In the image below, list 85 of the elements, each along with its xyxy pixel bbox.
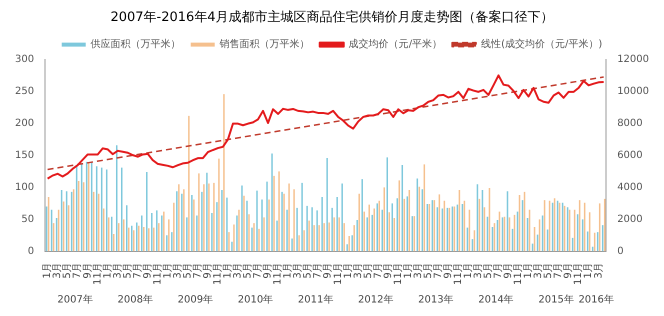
x-tick-label: 5月 [362,262,374,279]
y-tick-label: 150 [14,150,34,162]
x-tick-label: 5月 [302,262,314,279]
y-tick-label: 250 [14,86,34,98]
text: 2013年 [418,294,454,306]
text: 2007年 [57,294,93,306]
x-tick-label: 3月 [473,262,484,279]
chart-title: 2007年-2016年4月成都市主城区商品住宅供销价月度走势图（备案口径下） [110,9,554,26]
text: 2010年 [238,294,274,306]
x-tick-label: 5月 [62,262,74,279]
x-tick-label: 11月 [513,262,524,286]
x-tick-label: 3月 [52,262,64,279]
x-tick-label: 11月 [452,262,464,286]
x-tick-label: 5月 [543,262,554,279]
x-tick-label: 9月 [202,262,214,279]
x-tick-label: 5月 [242,262,254,279]
x-tick-label: 9月 [442,262,454,279]
y-tick-label: 0 [28,246,34,257]
y-tick-label: 50 [21,214,34,225]
x-tick-label: 1月 [222,262,234,279]
legend-label: 线性(成交均价（元/平米）) [481,38,602,50]
y2-tick-label: 8000 [617,118,643,130]
x-tick-label: 1月 [342,262,354,279]
x-tick-label: 7月 [312,262,324,279]
x-tick-label: 1月 [463,262,474,279]
x-tick-label: 3月 [533,262,544,279]
legend-label: 成交均价（元/平米） [348,38,442,50]
x-tick-label: 5月 [122,262,134,279]
text: 2015年 [538,294,574,306]
x-tick-label: 7月 [252,262,264,279]
text: 2014年 [478,294,514,306]
x-tick-label: 11月 [272,262,284,286]
x-tick-label: 9月 [142,262,154,279]
x-tick-label: 3月 [172,262,184,279]
text: 2016年 [578,294,614,306]
x-tick-label: 3月 [112,262,124,279]
y-tick-label: 200 [14,118,34,130]
x-tick-label: 1月 [583,262,594,279]
x-tick-label: 3月 [593,262,604,279]
y2-tick-label: 10000 [617,86,649,98]
x-tick-label: 5月 [483,262,494,279]
x-tick-label: 9月 [382,262,394,279]
x-tick-label: 7月 [72,262,84,279]
text: 2012年 [358,294,394,306]
x-tick-label: 7月 [493,262,504,279]
y2-tick-label: 2000 [617,214,643,225]
x-tick-label: 11月 [212,262,224,286]
x-tick-label: 3月 [412,262,424,279]
x-tick-label: 5月 [182,262,194,279]
x-tick-label: 11月 [92,262,104,286]
x-tick-label: 1月 [402,262,414,279]
x-tick-label: 7月 [192,262,204,279]
x-tick-label: 1月 [523,262,534,279]
x-tick-label: 1月 [42,262,54,279]
x-tick-label: 3月 [292,262,304,279]
y2-tick-label: 6000 [617,150,643,162]
text: 2008年 [118,294,153,306]
x-tick-label: 7月 [432,262,444,279]
legend-label: 销售面积（万平米） [218,38,310,50]
y-tick-label: 100 [14,182,34,193]
x-tick-label: 3月 [352,262,364,279]
x-tick-label: 3月 [232,262,244,279]
y2-tick-label: 4000 [617,182,643,193]
x-tick-label: 9月 [563,262,574,279]
y2-tick-label: 12000 [617,54,649,66]
x-tick-label: 7月 [372,262,384,279]
x-tick-label: 1月 [162,262,174,279]
x-tick-label: 7月 [132,262,144,279]
x-tick-label: 9月 [82,262,94,279]
x-tick-label: 9月 [503,262,514,279]
y-tick-label: 300 [14,54,34,66]
x-tick-label: 9月 [322,262,334,279]
x-tick-label: 9月 [262,262,274,279]
x-tick-label: 11月 [573,262,584,286]
text: 2009年 [178,294,214,306]
x-tick-label: 1月 [282,262,294,279]
legend-label: 供应面积（万平米） [90,38,181,50]
x-tick-label: 7月 [553,262,564,279]
x-tick-label: 11月 [332,262,344,286]
x-tick-label: 11月 [152,262,164,286]
x-tick-label: 5月 [422,262,434,279]
y2-tick-label: 0 [617,246,624,257]
x-tick-label: 1月 [102,262,114,279]
x-tick-label: 11月 [392,262,404,286]
text: 2011年 [298,294,334,306]
